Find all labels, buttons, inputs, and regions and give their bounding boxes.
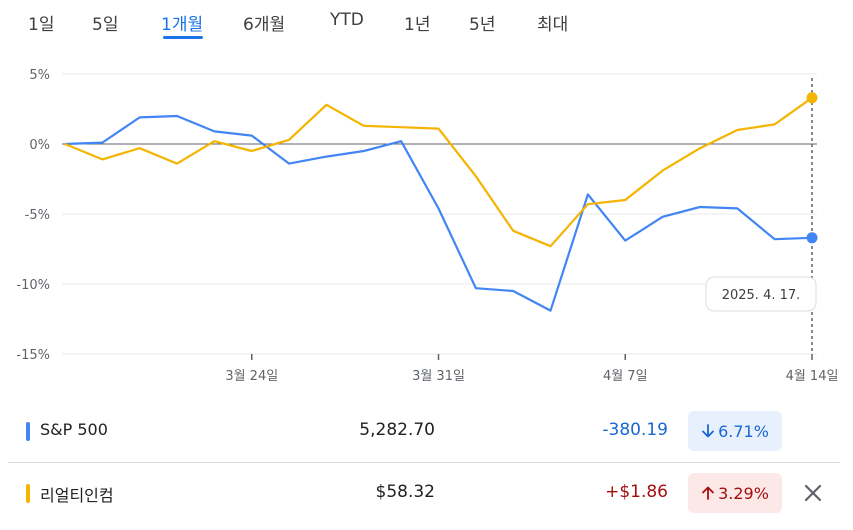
stock-row[interactable]: 리얼티인컴 $58.32 +$1.86 3.29% <box>8 462 840 523</box>
price-change: -380.19 <box>602 420 668 440</box>
price-change: +$1.86 <box>605 482 668 502</box>
tooltip-box <box>705 276 817 312</box>
x-tick-label: 4월 14일 <box>786 369 839 384</box>
range-tabs: 1일 5일 1개월 6개월 YTD 1년 5년 최대 <box>0 0 853 44</box>
y-tick-label: 5% <box>29 68 50 83</box>
percent-change: 3.29% <box>718 483 769 503</box>
range-tab[interactable]: 6개월 <box>243 15 286 35</box>
percent-change-badge: 3.29% <box>688 473 782 513</box>
y-tick-label: 0% <box>29 138 50 153</box>
x-tick-label: 3월 31일 <box>412 369 465 384</box>
range-tab[interactable]: 최대 <box>537 15 569 35</box>
stock-name: S&P 500 <box>40 420 108 439</box>
series-color-swatch <box>26 484 30 503</box>
arrow-down-icon <box>702 424 714 438</box>
series-line <box>64 96 813 248</box>
comparison-chart: 5% 0% -5% -10% -15% 3월 24일 3월 31일 4월 7일 4월 14일 20… <box>16 68 839 384</box>
hover-date-tooltip: 2025. 4. 17. <box>705 276 817 312</box>
range-tab[interactable]: YTD <box>330 10 364 30</box>
x-tick-label: 3월 24일 <box>225 369 278 384</box>
x-tick-label: 4월 7일 <box>603 369 648 384</box>
range-tab[interactable]: 5일 <box>92 15 119 35</box>
stock-price: 5,282.70 <box>359 420 435 440</box>
y-tick-label: -15% <box>16 348 50 363</box>
range-tab[interactable]: 1일 <box>28 15 55 35</box>
series-endpoint-marker <box>806 92 818 104</box>
active-tab-indicator <box>163 36 203 39</box>
series-line <box>64 114 813 312</box>
series-endpoint-marker <box>806 232 818 244</box>
range-tab[interactable]: 5년 <box>469 15 496 35</box>
close-icon[interactable] <box>800 480 826 506</box>
percent-change-badge: 6.71% <box>688 411 782 451</box>
stock-row[interactable]: S&P 500 5,282.70 -380.19 6.71% <box>8 401 840 461</box>
percent-change: 6.71% <box>718 421 769 441</box>
range-tab[interactable]: 1개월 <box>161 15 204 35</box>
series-color-swatch <box>26 422 30 441</box>
stock-name: 리얼티인컴 <box>40 486 114 505</box>
y-tick-label: -10% <box>16 278 50 293</box>
tooltip-date-label: 2025. 4. 17. <box>722 288 801 303</box>
y-tick-label: -5% <box>25 208 50 223</box>
arrow-up-icon <box>702 486 714 500</box>
range-tab[interactable]: 1년 <box>404 15 431 35</box>
stock-price: $58.32 <box>375 482 435 502</box>
